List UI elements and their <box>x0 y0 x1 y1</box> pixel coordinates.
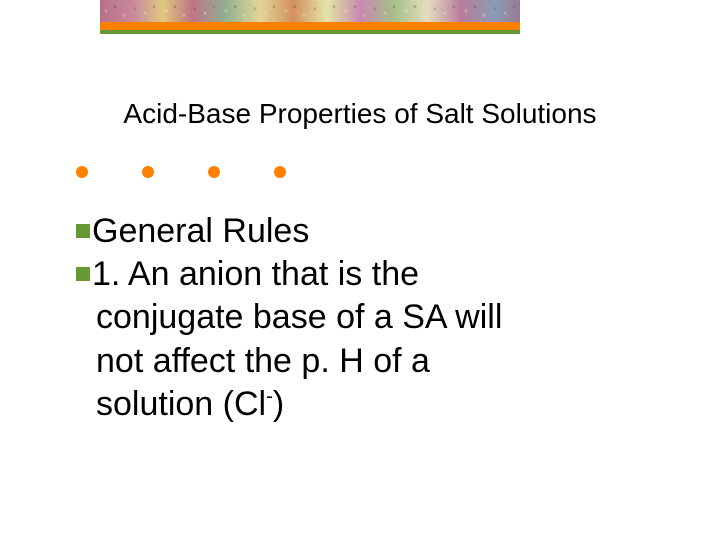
accent-dot <box>208 166 220 178</box>
accent-dot <box>142 166 154 178</box>
body-text-block: General Rules 1. An anion that is the co… <box>76 210 670 426</box>
continuation-line: not affect the p. H of a <box>76 340 670 383</box>
banner-green-bar <box>100 30 520 34</box>
bullet-lead-text: 1. <box>92 255 120 293</box>
decorative-banner <box>100 0 520 34</box>
banner-gradient-strip <box>100 0 520 22</box>
superscript-charge: - <box>266 385 273 407</box>
bullet-item: General Rules <box>76 210 670 253</box>
last-line-suffix: ) <box>273 385 284 423</box>
accent-dots-row <box>76 166 286 178</box>
bullet-rest-text: Rules <box>213 212 309 250</box>
bullet-item: 1. An anion that is the <box>76 253 670 296</box>
slide-title: Acid-Base Properties of Salt Solutions <box>0 98 720 130</box>
bullet-marker-icon <box>76 224 90 238</box>
last-line-prefix: solution (Cl <box>96 385 266 423</box>
bullet-rest-text: An anion that is the <box>120 255 419 293</box>
accent-dot <box>76 166 88 178</box>
continuation-line: solution (Cl-) <box>76 383 670 426</box>
accent-dot <box>274 166 286 178</box>
bullet-marker-icon <box>76 267 90 281</box>
continuation-line: conjugate base of a SA will <box>76 296 670 339</box>
bullet-lead-text: General <box>92 212 213 250</box>
banner-orange-bar <box>100 22 520 30</box>
